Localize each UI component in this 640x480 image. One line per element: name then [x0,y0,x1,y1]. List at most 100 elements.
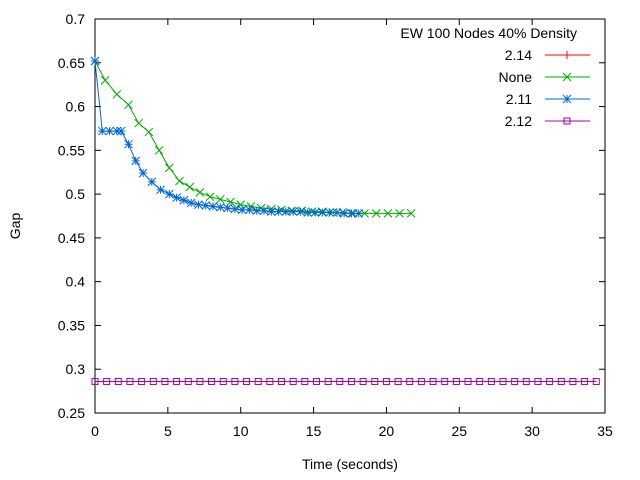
data-point [281,207,291,216]
data-point [569,377,577,385]
y-tick-label: 0.45 [58,230,85,246]
data-point [219,377,227,385]
data-point [215,202,225,212]
data-point [406,377,414,385]
data-point [557,377,565,385]
data-point [131,156,141,166]
data-point [173,377,181,385]
legend-marker [563,117,571,125]
data-point [90,56,100,66]
x-tick-label: 0 [91,423,99,439]
data-point [236,200,246,209]
data-point [317,208,327,217]
data-point [546,377,554,385]
data-point [186,198,196,208]
data-point [116,126,126,136]
data-point [395,209,404,218]
data-point [144,127,154,137]
series-2 [90,56,364,218]
data-point [195,188,205,197]
x-tick-label: 20 [379,423,395,439]
data-point [499,377,507,385]
chart-title: EW 100 Nodes 40% Density [400,25,577,41]
data-point [215,195,225,204]
y-axis: 0.25 0.3 0.35 0.4 0.45 0.5 0.55 0.6 0.65 0.7 [58,11,605,421]
series-3 [91,377,600,385]
data-point [274,207,283,216]
data-point [254,377,262,385]
data-point [266,207,276,216]
data-point [223,203,232,213]
data-point [230,204,240,214]
y-tick-label: 0.65 [58,55,85,71]
data-point [105,126,114,136]
plot-frame [94,18,606,414]
data-point [134,118,144,128]
y-tick-label: 0.7 [66,11,86,27]
y-tick-label: 0.6 [66,99,86,115]
data-point [97,126,107,136]
data-point [382,377,390,385]
data-point [259,206,269,216]
data-point [339,209,349,218]
data-point [371,377,379,385]
data-point [464,377,472,385]
legend-label: 2.14 [505,47,532,63]
series-layer [90,56,600,385]
data-point [100,75,110,85]
data-point [156,185,165,195]
data-point [417,377,425,385]
data-point [487,377,495,385]
data-point [126,377,134,385]
legend-label: None [499,69,533,85]
y-tick-label: 0.55 [58,142,85,158]
data-point [347,209,356,218]
y-tick-label: 0.5 [66,186,86,202]
data-point [347,377,355,385]
data-point [296,207,305,216]
data-point [138,168,148,178]
data-point [441,377,449,385]
series-1 [90,56,416,218]
data-point [231,377,239,385]
legend-label: 2.11 [506,91,532,107]
data-point [383,209,393,218]
x-axis: 0 5 10 15 20 25 30 35 [91,19,613,439]
data-point [164,163,174,173]
data-point [147,177,157,187]
data-point [354,209,364,218]
data-point [359,377,367,385]
data-point [112,89,122,99]
data-point [289,377,297,385]
x-tick-label: 5 [164,423,172,439]
data-point [237,205,247,215]
data-point [201,201,211,210]
x-tick-label: 15 [306,423,322,439]
data-point [124,100,133,110]
data-point [312,377,320,385]
y-tick-label: 0.35 [58,317,85,333]
y-tick-label: 0.3 [66,361,86,377]
data-point [452,377,460,385]
data-point [310,208,320,217]
data-point [194,200,203,209]
y-axis-label: Gap [7,213,23,240]
data-point [179,195,189,205]
data-point [332,208,342,217]
data-point [324,377,332,385]
y-tick-label: 0.25 [58,405,85,421]
y-tick-label: 0.4 [66,274,86,290]
data-point [154,145,164,155]
data-point [522,377,530,385]
data-point [112,126,122,136]
data-point [278,377,286,385]
data-point [301,377,309,385]
data-point [243,377,251,385]
data-point [336,377,344,385]
legend-marker [563,51,571,59]
data-point [534,377,542,385]
data-point [138,377,146,385]
series-line [94,60,359,214]
data-point [252,206,262,216]
